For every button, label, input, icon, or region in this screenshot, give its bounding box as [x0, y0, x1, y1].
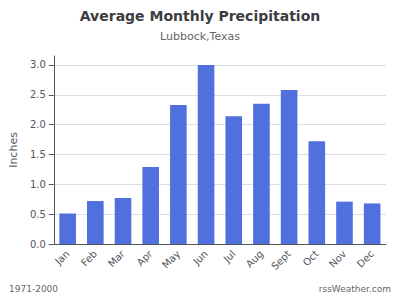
svg-text:2.5: 2.5: [30, 89, 46, 100]
svg-text:Inches: Inches: [7, 132, 20, 168]
svg-text:May: May: [160, 248, 182, 270]
svg-text:1.0: 1.0: [30, 179, 46, 190]
svg-text:Lubbock,Texas: Lubbock,Texas: [160, 30, 240, 43]
svg-text:1.5: 1.5: [30, 149, 46, 160]
svg-text:3.0: 3.0: [30, 59, 46, 70]
svg-text:Aug: Aug: [244, 248, 266, 270]
svg-text:2.0: 2.0: [30, 119, 46, 130]
svg-text:rssWeather.com: rssWeather.com: [319, 284, 391, 294]
svg-text:Jan: Jan: [52, 248, 71, 267]
svg-text:Jun: Jun: [190, 248, 210, 268]
svg-text:Mar: Mar: [106, 247, 128, 269]
svg-text:Average Monthly Precipitation: Average Monthly Precipitation: [80, 8, 320, 24]
svg-text:Oct: Oct: [301, 248, 321, 268]
svg-text:Apr: Apr: [135, 247, 156, 268]
svg-text:0.5: 0.5: [30, 209, 46, 220]
svg-text:Feb: Feb: [79, 248, 99, 268]
svg-text:Dec: Dec: [355, 248, 376, 269]
svg-text:Sept: Sept: [269, 248, 293, 272]
svg-text:0.0: 0.0: [30, 239, 46, 250]
svg-text:Jul: Jul: [221, 248, 238, 265]
svg-text:Nov: Nov: [327, 248, 349, 270]
svg-text:1971-2000: 1971-2000: [9, 284, 58, 294]
